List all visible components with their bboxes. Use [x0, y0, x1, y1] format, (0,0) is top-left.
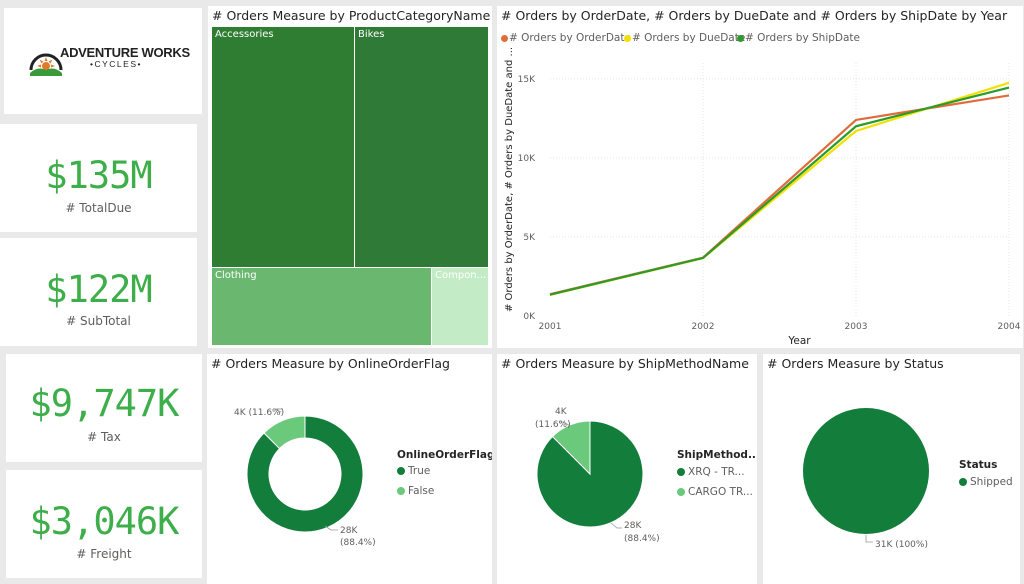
y-tick-label: 0K	[523, 312, 536, 322]
legend-dot-icon	[501, 34, 508, 42]
leader-line	[865, 535, 873, 543]
series-line-shipdate	[549, 86, 1010, 296]
kpi-label: # Tax	[87, 430, 121, 444]
leader-line	[559, 421, 571, 427]
data-label-xrq-pct: (88.4%)	[624, 534, 660, 544]
line-chart-plot[interactable]: 0K 5K 10K 15K 2001 2002 2003 2004 Year # Orders b…	[497, 6, 1023, 348]
x-axis-title: Year	[787, 335, 811, 347]
treemap-cell-label: Clothing	[215, 270, 257, 281]
x-tick-label: 2002	[692, 322, 715, 332]
legend-dot-icon	[677, 468, 685, 476]
treemap-cell-label: Accessories	[215, 29, 274, 40]
line-chart-title: # Orders by OrderDate, # Orders by DueDa…	[501, 8, 1008, 23]
donut-chart-plot[interactable]: 28K (88.4%) 4K (11.6%)	[207, 354, 492, 584]
shipmethod-legend-xrq[interactable]: XRQ - TR...	[677, 466, 745, 478]
donut-legend-true[interactable]: True	[397, 465, 430, 477]
donut-legend-title: OnlineOrderFlag	[397, 449, 492, 461]
treemap-tile[interactable]: # Orders Measure by ProductCategoryName …	[208, 6, 492, 348]
logo-title: ADVENTURE WORKS	[60, 45, 190, 60]
treemap-cell-components[interactable]: Compon...	[431, 267, 489, 346]
legend-dot-icon	[737, 34, 744, 42]
data-label-true-pct: (88.4%)	[340, 538, 376, 548]
legend-dot-icon	[397, 467, 405, 475]
donut-tile[interactable]: # Orders Measure by OnlineOrderFlag 28K (…	[207, 354, 492, 584]
x-tick-label: 2001	[539, 322, 562, 332]
kpi-label: # TotalDue	[65, 201, 132, 215]
adventure-works-logo-icon	[29, 53, 63, 76]
treemap-cell-clothing[interactable]: Clothing	[211, 267, 432, 346]
legend-label: # Orders by OrderDate	[509, 32, 631, 44]
pie-slice-shipped	[803, 408, 929, 534]
kpi-label: # SubTotal	[66, 314, 131, 328]
treemap-title: # Orders Measure by ProductCategoryName	[212, 8, 491, 23]
line-chart-tile[interactable]: # Orders by OrderDate, # Orders by DueDa…	[497, 6, 1023, 348]
leader-line	[610, 522, 622, 529]
kpi-value: $3,046K	[29, 500, 180, 543]
legend-label: False	[408, 485, 435, 497]
leader-line	[274, 408, 282, 413]
x-tick-label: 2004	[998, 322, 1021, 332]
kpi-subtotal[interactable]: $122M # SubTotal	[0, 238, 197, 346]
legend-dot-icon	[397, 487, 405, 495]
data-label-false: 4K (11.6%)	[234, 408, 284, 418]
kpi-value: $9,747K	[29, 382, 180, 425]
treemap-cell-accessories[interactable]: Accessories	[211, 26, 355, 268]
donut-legend-false[interactable]: False	[397, 485, 434, 497]
donut-slice-true	[246, 415, 364, 533]
legend-dot-icon	[677, 488, 685, 496]
line-legend-orderdate[interactable]: # Orders by OrderDate	[501, 32, 631, 44]
pie-slice-cargo	[551, 420, 591, 476]
status-pie-tile[interactable]: # Orders Measure by Status 31K (100%) St…	[763, 354, 1020, 584]
line-legend-shipdate[interactable]: # Orders by ShipDate	[737, 32, 860, 44]
legend-label: XRQ - TR...	[688, 466, 745, 478]
line-legend-duedate[interactable]: # Orders by DueDate	[624, 32, 745, 44]
y-axis-title: # Orders by OrderDate, # Orders by DueDa…	[504, 47, 515, 312]
donut-title: # Orders Measure by OnlineOrderFlag	[211, 356, 450, 371]
legend-label: # Orders by DueDate	[632, 32, 746, 44]
legend-label: Shipped	[970, 476, 1013, 488]
shipmethod-legend-cargo[interactable]: CARGO TR...	[677, 486, 753, 498]
data-label-xrq: 28K	[624, 521, 642, 531]
kpi-total-due[interactable]: $135M # TotalDue	[0, 124, 197, 232]
legend-dot-icon	[959, 478, 967, 486]
treemap-cell-label: Compon...	[435, 270, 487, 281]
status-pie-title: # Orders Measure by Status	[767, 356, 944, 371]
logo-tile: ADVENTURE WORKS •CYCLES•	[4, 8, 202, 114]
status-pie-plot[interactable]: 31K (100%)	[763, 354, 1020, 584]
legend-label: # Orders by ShipDate	[745, 32, 860, 44]
shipmethod-legend-title: ShipMethod...	[677, 449, 757, 461]
legend-label: CARGO TR...	[688, 486, 753, 498]
data-label-cargo: 4K	[555, 407, 568, 417]
shipmethod-pie-title: # Orders Measure by ShipMethodName	[501, 356, 749, 371]
y-tick-label: 5K	[523, 233, 536, 243]
donut-slice-false	[263, 415, 306, 450]
status-legend-shipped[interactable]: Shipped	[959, 476, 1013, 488]
treemap-cell-label: Bikes	[358, 29, 385, 40]
shipmethod-pie-tile[interactable]: # Orders Measure by ShipMethodName 28K (8…	[497, 354, 757, 584]
x-tick-label: 2003	[845, 322, 868, 332]
kpi-freight[interactable]: $3,046K # Freight	[6, 470, 202, 578]
y-tick-label: 10K	[518, 154, 536, 164]
kpi-value: $135M	[45, 154, 152, 197]
logo-subtitle: •CYCLES•	[90, 59, 142, 69]
legend-dot-icon	[624, 34, 631, 42]
legend-label: True	[408, 465, 431, 477]
status-legend-title: Status	[959, 459, 998, 471]
kpi-tax[interactable]: $9,747K # Tax	[6, 354, 202, 462]
shipmethod-pie-plot[interactable]: 28K (88.4%) 4K (11.6%)	[497, 354, 757, 584]
treemap-cell-bikes[interactable]: Bikes	[354, 26, 489, 268]
data-label-shipped: 31K (100%)	[875, 540, 928, 550]
kpi-label: # Freight	[76, 547, 132, 561]
leader-line	[324, 525, 338, 531]
data-label-true: 28K	[340, 526, 358, 536]
data-label-cargo-pct: (11.6%)	[535, 420, 571, 430]
kpi-value: $122M	[45, 268, 152, 311]
y-tick-label: 15K	[518, 75, 536, 85]
